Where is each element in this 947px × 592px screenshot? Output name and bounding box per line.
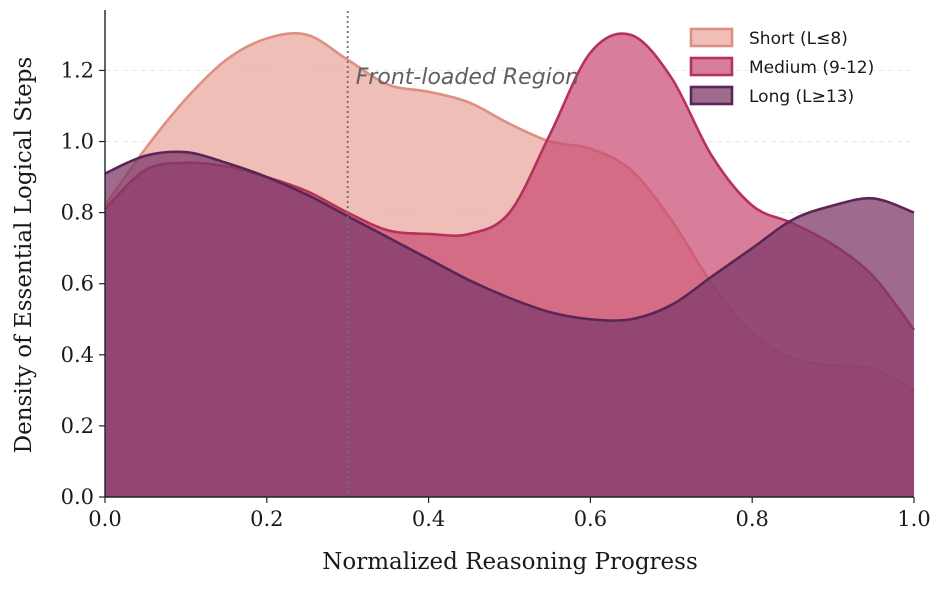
y-tick-label: 0.8 xyxy=(61,201,94,225)
y-tick-label: 0.4 xyxy=(61,343,94,367)
x-tick-label: 0.2 xyxy=(250,507,283,531)
series-layer xyxy=(103,32,916,498)
x-axis-title: Normalized Reasoning Progress xyxy=(322,549,698,575)
x-tick-label: 0.8 xyxy=(735,507,768,531)
legend: Short (L≤8) Medium (9-12) Long (L≥13) xyxy=(689,27,874,107)
x-tick-label: 0.0 xyxy=(88,507,121,531)
annotation-text: Front-loaded Region xyxy=(356,65,579,90)
legend-swatch xyxy=(689,27,734,48)
x-tick-label: 0.6 xyxy=(574,507,607,531)
y-tick-label: 0.2 xyxy=(61,414,94,438)
x-tick-label: 1.0 xyxy=(897,507,930,531)
legend-label: Long (L≥13) xyxy=(749,87,854,107)
y-tick-label: 1.2 xyxy=(61,58,94,82)
y-axis-title: Density of Essential Logical Steps xyxy=(11,57,37,454)
axis-layer: 0.0 0.2 0.4 0.6 0.8 1.0 0.0 0.2 0.4 0.6 0.8 1.0 1.2 xyxy=(61,10,931,531)
series-line-2 xyxy=(104,150,915,322)
legend-label: Short (L≤8) xyxy=(749,29,848,49)
legend-label: Medium (9-12) xyxy=(749,58,874,78)
y-tick-label: 1.0 xyxy=(61,130,94,154)
legend-swatch xyxy=(689,56,734,77)
annotation-layer: Front-loaded Region xyxy=(346,11,579,497)
y-tick-label: 0.0 xyxy=(61,485,94,509)
y-tick-label: 0.6 xyxy=(61,272,94,296)
x-tick-label: 0.4 xyxy=(412,507,445,531)
series-area-2 xyxy=(105,151,914,498)
legend-swatch xyxy=(689,85,734,106)
